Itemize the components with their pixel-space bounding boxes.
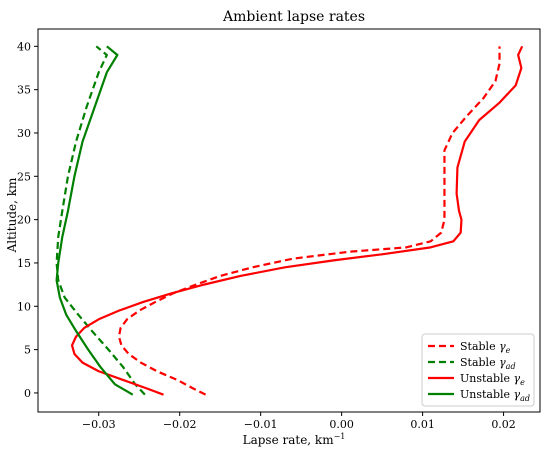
- series-line-unstable-ad: [55, 45, 134, 396]
- series-line-stable-ad: [55, 45, 146, 396]
- x-axis-label: Lapse rate, km−1: [243, 432, 346, 447]
- y-axis-label: Altitude, km: [5, 177, 19, 253]
- x-tick-label: −0.02: [163, 418, 197, 431]
- y-tick-label: 40: [17, 40, 31, 53]
- y-tick-label: 20: [17, 214, 31, 227]
- legend-entry: Stable γe: [460, 340, 511, 355]
- legend-entry: Unstable γe: [460, 372, 525, 387]
- x-tick-label: −0.01: [244, 418, 278, 431]
- x-tick-label: 0.01: [410, 418, 435, 431]
- y-tick-label: 0: [24, 387, 31, 400]
- y-tick-label: 35: [17, 84, 31, 97]
- y-tick-label: 25: [17, 170, 31, 183]
- y-tick-label: 5: [24, 344, 31, 357]
- x-axis-ticks: −0.03 −0.02 −0.01 0.00 0.01 0.02: [82, 412, 516, 431]
- y-axis-ticks: 0 5 10 15 20 25 30 35 40: [17, 40, 38, 400]
- legend-entry: Stable γad: [460, 356, 516, 371]
- x-axis-label-superscript: −1: [334, 432, 346, 441]
- chart-title: Ambient lapse rates: [222, 9, 365, 25]
- y-tick-label: 10: [17, 300, 31, 313]
- legend-entry: Unstable γad: [460, 388, 530, 403]
- y-tick-label: 15: [17, 257, 31, 270]
- x-tick-label: 0.02: [491, 418, 516, 431]
- series-layer: [55, 45, 524, 396]
- series-line-unstable-e: [70, 45, 524, 396]
- x-tick-label: 0.00: [329, 418, 354, 431]
- plot-frame: [37, 28, 541, 413]
- x-tick-label: −0.03: [82, 418, 116, 431]
- x-axis-label-text: Lapse rate, km: [243, 433, 335, 447]
- legend-box: [421, 333, 535, 407]
- y-tick-label: 30: [17, 127, 31, 140]
